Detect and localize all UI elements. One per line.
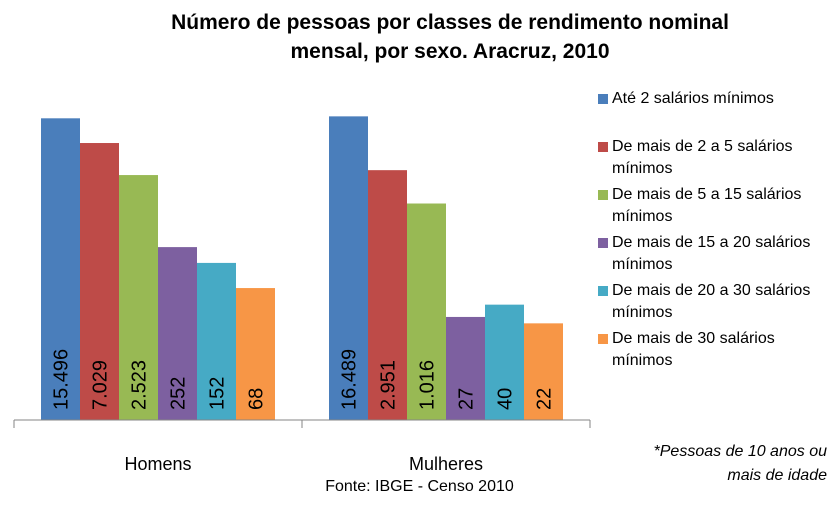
legend-item: De mais de 2 a 5 salários mínimos <box>598 136 833 180</box>
legend-swatch <box>598 142 608 152</box>
bar <box>524 323 563 420</box>
data-label: 152 <box>207 377 229 410</box>
bar <box>80 143 119 420</box>
legend-item: Até 2 salários mínimos <box>598 88 833 110</box>
bar <box>329 116 368 421</box>
legend-item: De mais de 5 a 15 salários mínimos <box>598 184 833 228</box>
data-label: 68 <box>246 388 268 410</box>
data-label: 27 <box>456 388 478 410</box>
bar <box>119 175 158 420</box>
legend-label: De mais de 20 a 30 salários mínimos <box>612 282 811 321</box>
legend: Até 2 salários mínimos De mais de 2 a 5 s… <box>598 88 833 376</box>
legend-label: De mais de 30 salários mínimos <box>612 330 775 369</box>
data-label: 7.029 <box>90 360 112 410</box>
bar <box>236 288 275 420</box>
bar <box>197 262 236 420</box>
data-label: 40 <box>495 388 517 410</box>
note: *Pessoas de 10 anos ou mais de idade <box>653 443 827 484</box>
x-tick-label: Mulheres <box>409 454 483 474</box>
legend-label: De mais de 15 a 20 salários mínimos <box>612 234 811 273</box>
legend-swatch <box>598 190 608 200</box>
legend-label: De mais de 2 a 5 salários mínimos <box>612 138 793 177</box>
data-label: 2.951 <box>378 360 400 410</box>
data-label: 252 <box>168 377 190 410</box>
legend-label: Até 2 salários mínimos <box>612 90 774 107</box>
legend-label: De mais de 5 a 15 salários mínimos <box>612 186 802 225</box>
legend-item: De mais de 30 salários mínimos <box>598 328 833 372</box>
legend-swatch <box>598 334 608 344</box>
bar <box>446 316 485 420</box>
legend-item: De mais de 20 a 30 salários mínimos <box>598 280 833 324</box>
bar <box>368 170 407 420</box>
data-label: 22 <box>534 388 556 410</box>
bar <box>158 247 197 420</box>
data-label: 2.523 <box>129 360 151 410</box>
bar <box>407 203 446 420</box>
legend-swatch <box>598 94 608 104</box>
bar <box>41 118 80 420</box>
legend-item: De mais de 15 a 20 salários mínimos <box>598 232 833 276</box>
bar <box>485 304 524 420</box>
chart: 15.496 7.029 2.523 252 152 68 Homens 16.489 2.95… <box>13 116 591 474</box>
legend-swatch <box>598 238 608 248</box>
legend-swatch <box>598 286 608 296</box>
data-label: 1.016 <box>417 360 439 410</box>
x-tick-label: Homens <box>124 454 191 474</box>
chart-title: Número de pessoas por classes de rendime… <box>171 11 729 63</box>
data-label: 16.489 <box>339 349 361 410</box>
source: Fonte: IBGE - Censo 2010 <box>325 478 514 495</box>
data-label: 15.496 <box>51 349 73 410</box>
